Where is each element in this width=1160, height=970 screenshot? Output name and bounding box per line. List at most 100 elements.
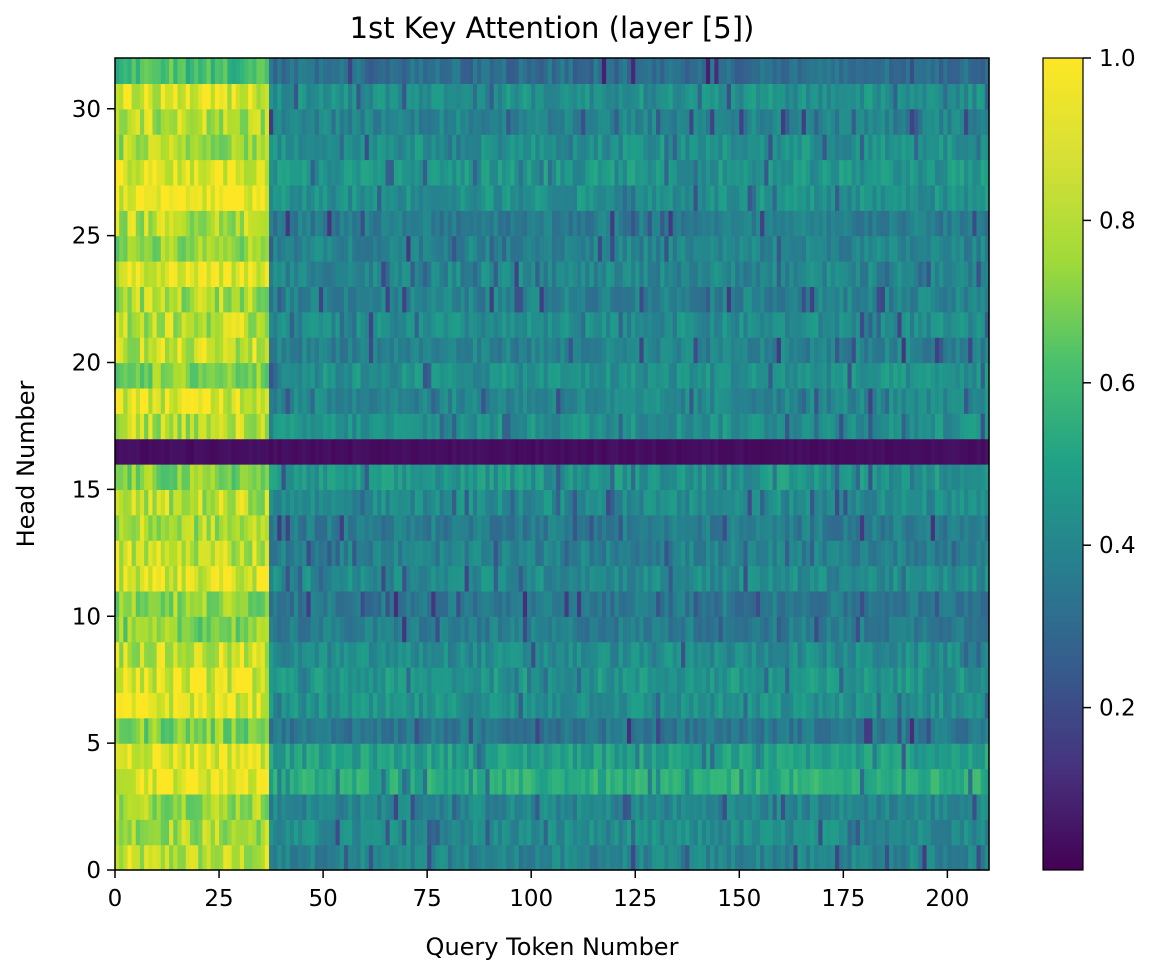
heatmap-cell <box>214 793 220 820</box>
heatmap-cell <box>851 387 857 414</box>
heatmap-cell <box>793 844 799 871</box>
heatmap-cell <box>631 337 636 364</box>
heatmap-cell <box>514 489 520 516</box>
heatmap-cell <box>572 590 578 617</box>
heatmap-cell <box>244 387 249 414</box>
heatmap-cell <box>531 311 536 338</box>
heatmap-cell <box>406 844 412 871</box>
heatmap-cell <box>681 667 686 693</box>
heatmap-cell <box>564 438 570 465</box>
heatmap-cell <box>510 362 516 389</box>
heatmap-cell <box>581 590 586 617</box>
heatmap-cell <box>939 311 944 338</box>
heatmap-cell <box>268 311 274 338</box>
heatmap-cell <box>206 641 212 668</box>
heatmap-cell <box>801 819 807 846</box>
heatmap-cell <box>872 464 878 490</box>
heatmap-cell <box>951 768 957 795</box>
heatmap-cell <box>302 286 308 313</box>
heatmap-cell <box>264 616 270 643</box>
heatmap-cell <box>964 489 969 516</box>
heatmap-cell <box>285 261 291 287</box>
heatmap-cell <box>909 286 915 313</box>
heatmap-cell <box>327 819 333 846</box>
heatmap-cell <box>489 464 495 490</box>
heatmap-cell <box>481 514 487 541</box>
heatmap-cell <box>194 337 199 364</box>
heatmap-cell <box>173 844 179 871</box>
heatmap-cell <box>156 667 162 693</box>
heatmap-cell <box>389 743 395 770</box>
heatmap-cell <box>601 692 607 719</box>
heatmap-cell <box>393 616 399 643</box>
heatmap-cell <box>135 743 141 770</box>
heatmap-cell <box>859 819 865 846</box>
heatmap-cell <box>452 286 457 313</box>
heatmap-cell <box>148 641 154 668</box>
heatmap-cell <box>751 438 757 465</box>
heatmap-cell <box>880 667 886 693</box>
heatmap-cell <box>115 540 120 567</box>
heatmap-cell <box>152 489 158 516</box>
heatmap-cell <box>768 387 774 414</box>
heatmap-cell <box>610 819 616 846</box>
heatmap-cell <box>198 540 203 567</box>
heatmap-cell <box>606 413 611 440</box>
heatmap-cell <box>164 667 170 693</box>
heatmap-cell <box>310 590 316 617</box>
heatmap-cell <box>181 286 187 313</box>
heatmap-cell <box>364 261 370 287</box>
heatmap-cell <box>214 641 220 668</box>
heatmap-cell <box>177 438 183 465</box>
heatmap-cell <box>248 362 253 389</box>
heatmap-cell <box>689 844 695 871</box>
heatmap-cell <box>398 641 403 668</box>
heatmap-cell <box>331 641 337 668</box>
heatmap-cell <box>539 489 545 516</box>
heatmap-cell <box>589 362 595 389</box>
heatmap-cell <box>768 464 774 490</box>
heatmap-cell <box>522 844 528 871</box>
heatmap-cell <box>177 311 183 338</box>
heatmap-cell <box>506 286 511 313</box>
heatmap-cell <box>626 590 632 617</box>
heatmap-cell <box>681 540 686 567</box>
heatmap-cell <box>905 692 911 719</box>
heatmap-cell <box>789 261 794 287</box>
heatmap-cell <box>160 286 166 313</box>
heatmap-cell <box>710 565 715 592</box>
heatmap-cell <box>202 717 208 744</box>
heatmap-cell <box>439 311 445 338</box>
heatmap-cell <box>314 844 320 871</box>
heatmap-cell <box>477 438 482 465</box>
heatmap-cell <box>456 616 462 643</box>
heatmap-cell <box>231 489 237 516</box>
heatmap-cell <box>689 717 695 744</box>
heatmap-cell <box>672 565 678 592</box>
heatmap-cell <box>244 413 249 440</box>
heatmap-cell <box>814 464 819 490</box>
heatmap-cell <box>468 387 474 414</box>
heatmap-cell <box>360 362 366 389</box>
heatmap-cell <box>614 667 620 693</box>
heatmap-cell <box>323 286 328 313</box>
heatmap-cell <box>918 311 924 338</box>
heatmap-cell <box>739 514 745 541</box>
heatmap-cell <box>772 514 778 541</box>
heatmap-cell <box>672 819 678 846</box>
heatmap-cell <box>972 337 978 364</box>
heatmap-cell <box>581 261 586 287</box>
heatmap-cell <box>847 616 853 643</box>
heatmap-cell <box>789 743 794 770</box>
heatmap-cell <box>730 565 736 592</box>
heatmap-cell <box>718 286 724 313</box>
heatmap-cell <box>560 844 566 871</box>
heatmap-cell <box>581 286 586 313</box>
heatmap-cell <box>535 489 541 516</box>
heatmap-cell <box>626 641 632 668</box>
heatmap-cell <box>331 540 337 567</box>
heatmap-cell <box>456 413 462 440</box>
heatmap-cell <box>560 413 566 440</box>
heatmap-cell <box>277 286 283 313</box>
heatmap-cell <box>285 413 291 440</box>
